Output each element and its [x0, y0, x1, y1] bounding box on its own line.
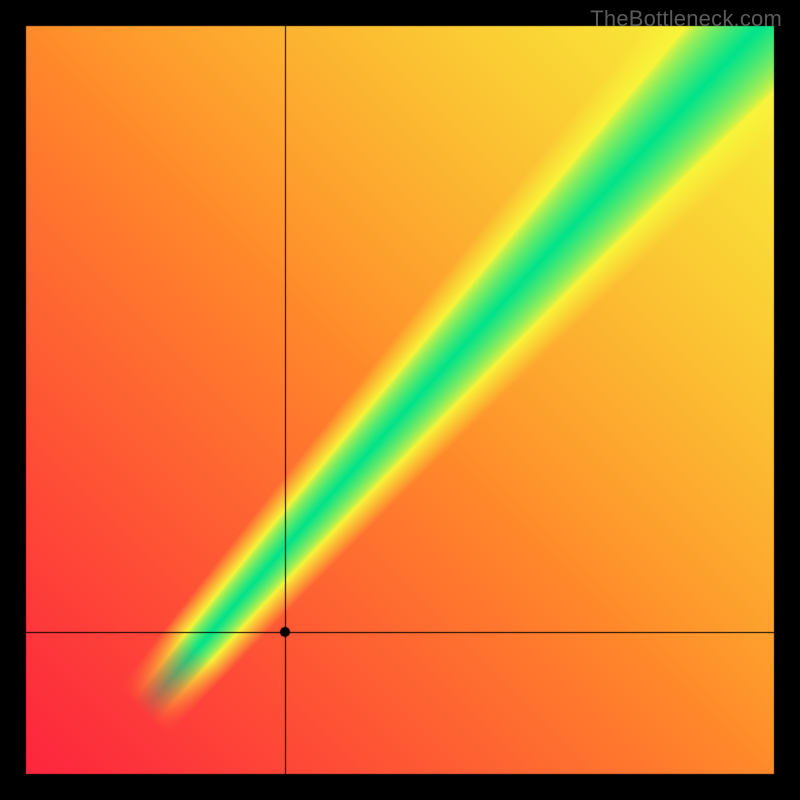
chart-container: TheBottleneck.com: [0, 0, 800, 800]
heatmap-canvas: [0, 0, 800, 800]
watermark-text: TheBottleneck.com: [590, 6, 782, 32]
